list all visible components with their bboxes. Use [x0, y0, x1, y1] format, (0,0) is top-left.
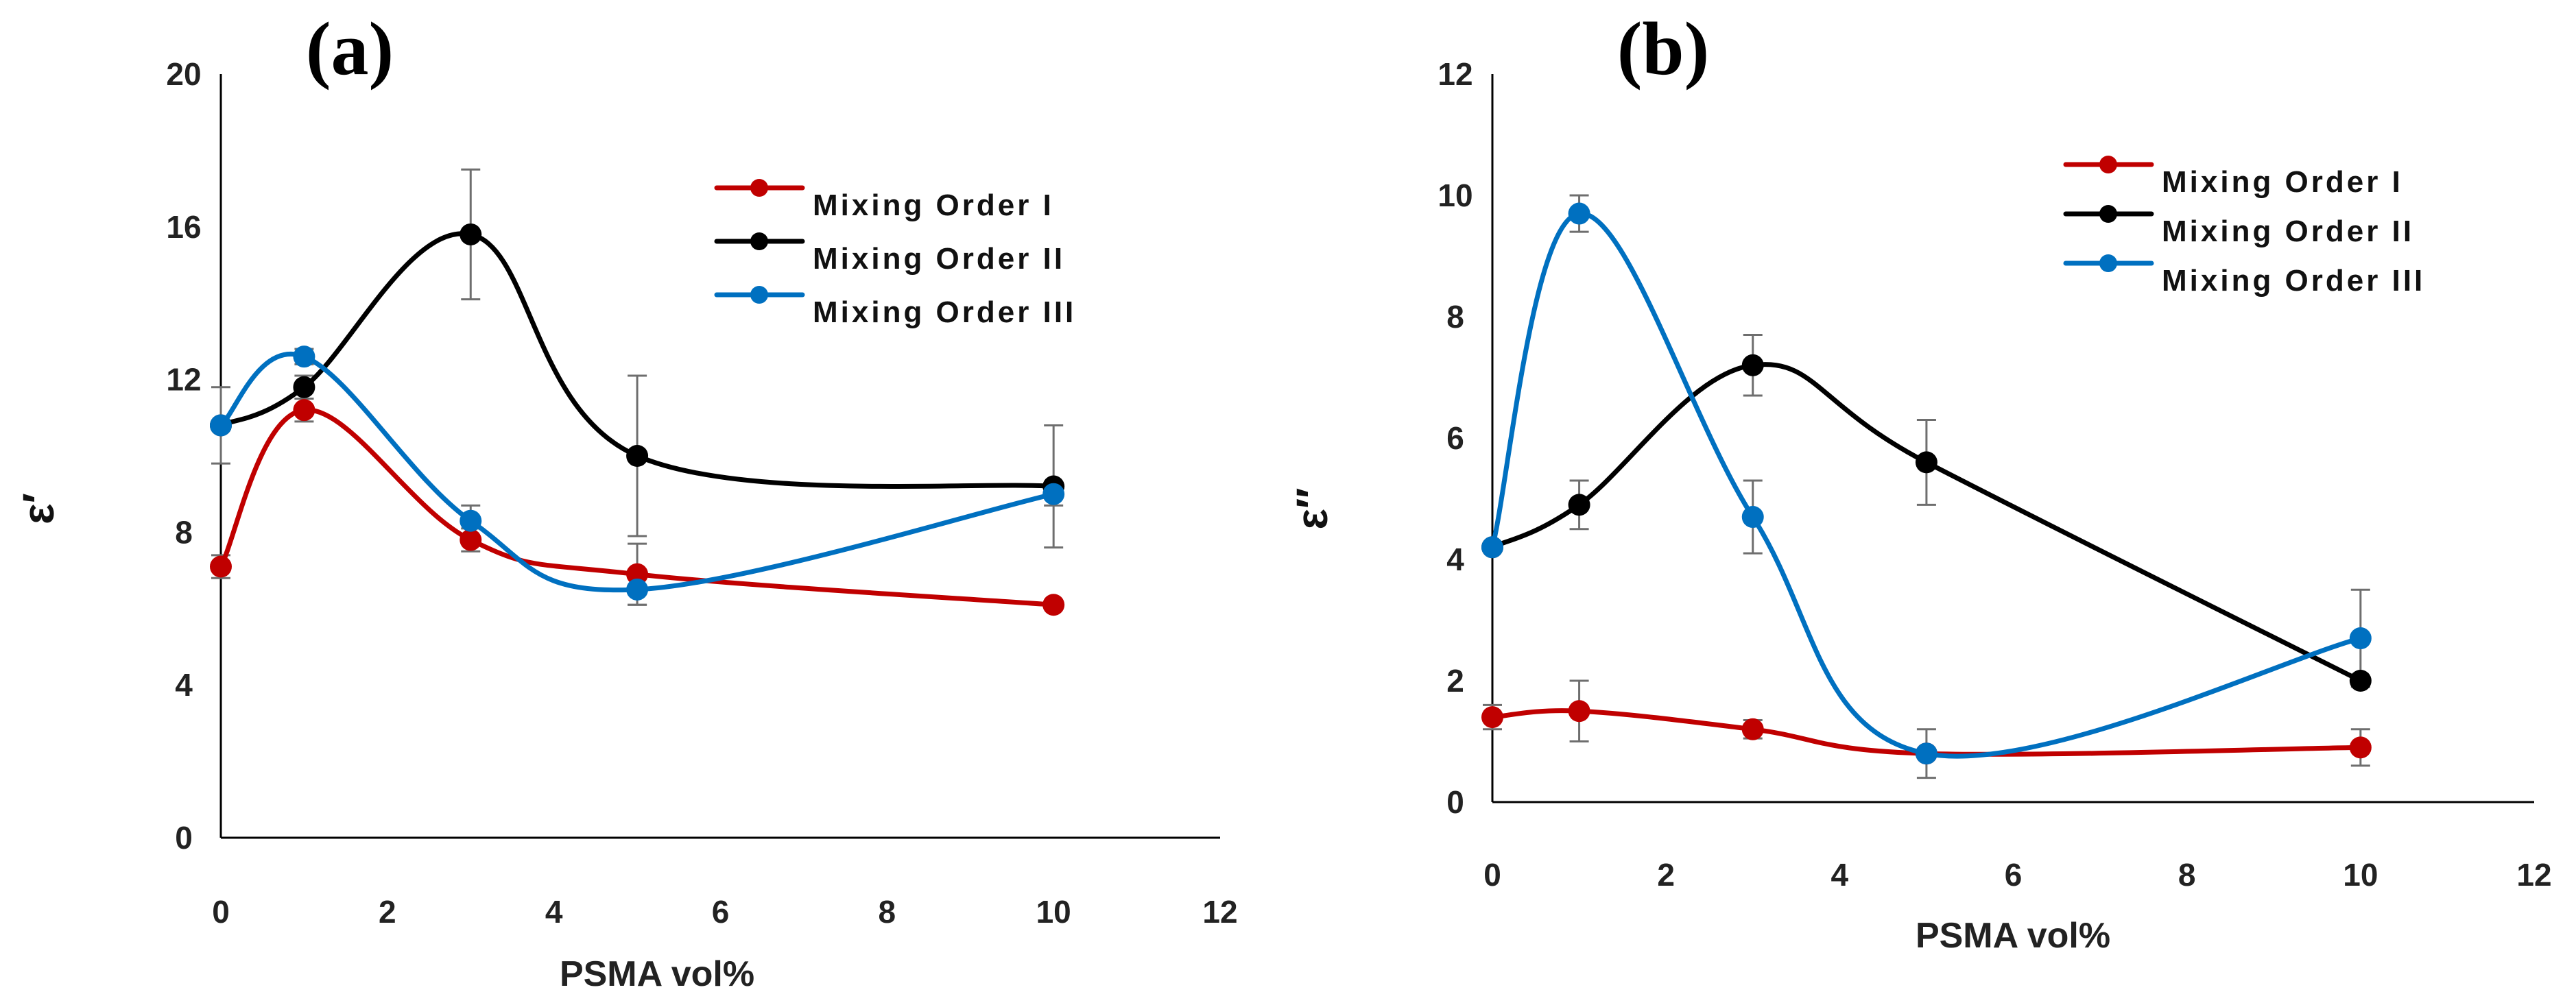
x-tick-label: 10: [1036, 894, 1071, 930]
x-tick-label: 2: [1657, 857, 1675, 893]
x-tick-label: 4: [545, 894, 563, 930]
legend-label: Mixing Order III: [813, 295, 1076, 329]
data-point-series-1: [626, 563, 649, 585]
legend-label: Mixing Order I: [2162, 165, 2403, 199]
x-tick-label: 8: [2178, 857, 2196, 893]
y-axis-title-b: ε″: [1287, 487, 1337, 529]
y-tick-label: 16: [166, 209, 201, 245]
y-tick-label: 10: [1438, 178, 1472, 213]
series-line-3: [218, 352, 1056, 593]
data-point-series-3: [1042, 483, 1065, 505]
y-tick-label: 4: [175, 667, 193, 703]
legend-swatch-marker: [2099, 254, 2117, 272]
legend-swatch-marker: [750, 286, 768, 304]
chart-panel-a: (a) 0 2 4 6 8 10 12 0 4 8 12 16 20 PSMA vol% ε′ Mix…: [14, 7, 1238, 994]
legend-swatch-marker: [2099, 205, 2117, 223]
series-line-1: [218, 407, 1056, 607]
data-point-series-2: [1568, 494, 1590, 516]
data-point-series-3: [2349, 627, 2372, 650]
x-tick-label: 0: [1483, 857, 1501, 893]
data-point-series-2: [460, 223, 482, 245]
x-tick-label: 4: [1831, 857, 1849, 893]
x-axis-title-a: PSMA vol%: [560, 954, 754, 994]
axes-b: [1491, 74, 2534, 803]
panel-label-b: (b): [1617, 7, 1709, 90]
x-tick-label: 0: [212, 894, 230, 930]
legend-label: Mixing Order II: [2162, 215, 2414, 248]
series-group-a: [210, 223, 1065, 616]
data-point-series-3: [626, 578, 649, 601]
data-point-series-2: [2349, 670, 2372, 692]
x-tick-labels-a: 0 2 4 6 8 10 12: [212, 894, 1237, 930]
legend-swatch-marker: [2099, 156, 2117, 173]
legend-swatch-marker: [750, 232, 768, 250]
data-point-series-3: [210, 414, 232, 437]
data-point-series-2: [626, 445, 649, 467]
y-tick-label: 0: [175, 820, 193, 856]
x-tick-label: 6: [712, 894, 730, 930]
x-tick-label: 6: [2005, 857, 2023, 893]
data-point-series-1: [293, 399, 315, 422]
y-tick-label: 12: [166, 362, 201, 398]
y-tick-labels-a: 0 4 8 12 16 20: [166, 56, 201, 856]
data-point-series-3: [1481, 536, 1503, 559]
x-tick-labels-b: 0 2 4 6 8 10 12: [1483, 857, 2551, 893]
y-tick-label: 6: [1446, 420, 1464, 456]
data-point-series-1: [2349, 736, 2372, 759]
data-point-series-3: [293, 346, 315, 368]
y-tick-label: 12: [1438, 56, 1472, 92]
data-point-series-1: [210, 555, 232, 578]
legend-label: Mixing Order III: [2162, 264, 2425, 298]
x-axis-title-b: PSMA vol%: [1916, 916, 2110, 956]
data-point-series-3: [1568, 202, 1590, 225]
y-tick-label: 4: [1446, 542, 1464, 577]
data-point-series-1: [1042, 594, 1065, 616]
x-tick-label: 8: [879, 894, 896, 930]
y-tick-label: 8: [175, 514, 193, 550]
legend-label: Mixing Order I: [813, 189, 1054, 222]
data-point-series-2: [293, 376, 315, 398]
data-point-series-3: [460, 509, 482, 532]
x-tick-label: 12: [2516, 857, 2551, 893]
y-axis-title-a: ε′: [14, 493, 63, 524]
legend-b: Mixing Order I Mixing Order II Mixing Orde…: [2063, 156, 2425, 298]
series-group-b: [1481, 202, 2372, 765]
legend-a: Mixing Order I Mixing Order II Mixing Orde…: [714, 179, 1076, 329]
data-point-series-3: [1741, 506, 1764, 529]
x-tick-label: 12: [1202, 894, 1237, 930]
y-tick-label: 8: [1446, 299, 1464, 335]
x-tick-label: 10: [2343, 857, 2378, 893]
data-point-series-2: [1741, 354, 1764, 376]
legend-label: Mixing Order II: [813, 242, 1065, 276]
y-tick-labels-b: 0 2 4 6 8 10 12: [1438, 56, 1472, 820]
chart-panel-b: (b) 0 2 4 6 8 10 12 0 2 4 6 8 10 12 PSMA vol% ε″ Mix…: [1287, 7, 2552, 956]
data-point-series-1: [1568, 700, 1590, 723]
data-point-series-1: [460, 529, 482, 551]
data-point-series-3: [1915, 742, 1937, 765]
data-point-series-1: [1481, 706, 1503, 729]
x-tick-label: 2: [379, 894, 396, 930]
data-point-series-2: [1915, 451, 1937, 474]
y-tick-label: 0: [1446, 784, 1464, 820]
y-tick-label: 20: [166, 56, 201, 92]
panel-label-a: (a): [306, 7, 394, 90]
legend-swatch-marker: [750, 179, 768, 197]
data-point-series-1: [1741, 718, 1764, 740]
y-tick-label: 2: [1446, 663, 1464, 699]
